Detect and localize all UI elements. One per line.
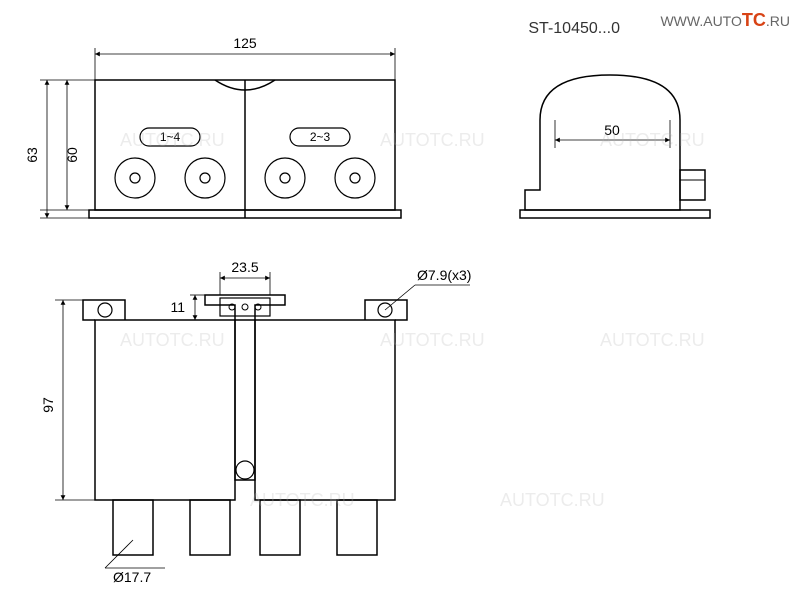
svg-text:63: 63 bbox=[24, 147, 40, 163]
logo-accent: TC bbox=[742, 10, 766, 30]
svg-text:Ø17.7: Ø17.7 bbox=[113, 569, 151, 585]
label-1-4: 1~4 bbox=[160, 130, 181, 144]
svg-text:23.5: 23.5 bbox=[231, 259, 258, 275]
dim-17-7: Ø17.7 bbox=[105, 540, 165, 585]
dim-7-9: Ø7.9(x3) bbox=[385, 267, 471, 310]
plan-view: 23.5 11 Ø7.9(x3) 97 Ø17.7 bbox=[40, 259, 471, 585]
engineering-drawing: 1~4 2~3 125 63 60 bbox=[0, 0, 800, 600]
dim-23-5: 23.5 bbox=[220, 259, 270, 295]
site-logo: WWW.AUTOTC.RU bbox=[660, 10, 790, 31]
dim-63-60: 63 60 bbox=[24, 80, 95, 218]
svg-text:97: 97 bbox=[40, 397, 56, 413]
logo-suffix: .RU bbox=[766, 13, 790, 29]
logo-prefix: WWW.AUTO bbox=[660, 13, 741, 29]
svg-text:125: 125 bbox=[233, 35, 257, 51]
svg-text:60: 60 bbox=[64, 147, 80, 163]
svg-text:50: 50 bbox=[604, 122, 620, 138]
dim-11: 11 bbox=[170, 295, 205, 320]
dim-50: 50 bbox=[555, 120, 670, 148]
side-view: 50 bbox=[520, 75, 710, 218]
dim-97: 97 bbox=[40, 300, 95, 500]
label-2-3: 2~3 bbox=[310, 130, 331, 144]
front-view: 1~4 2~3 125 63 60 bbox=[24, 35, 401, 218]
svg-text:11: 11 bbox=[170, 299, 185, 315]
part-number: ST-10450...0 bbox=[528, 20, 620, 38]
dim-125: 125 bbox=[95, 35, 395, 80]
svg-text:Ø7.9(x3): Ø7.9(x3) bbox=[417, 267, 471, 283]
